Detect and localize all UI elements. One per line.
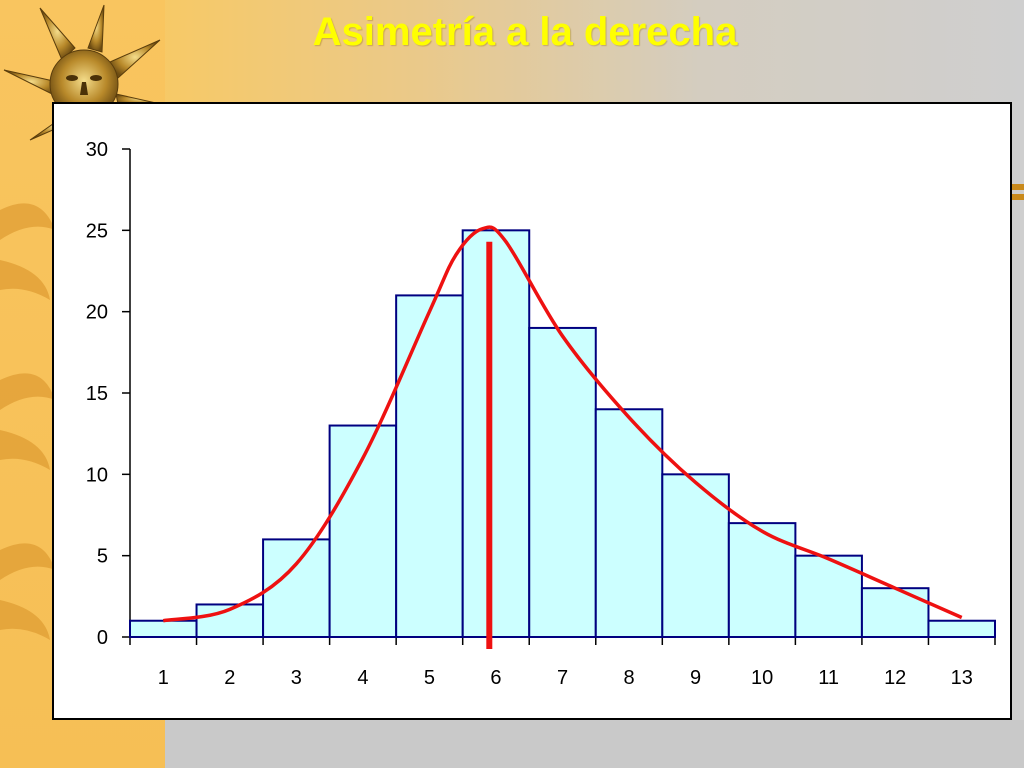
chart-frame: 0 5 10 15 20 25 30 1 2 3 4 5 6 7 8 9 10 11 12 13 [52, 102, 1012, 720]
y-tick-label: 5 [97, 546, 108, 568]
x-tick-label: 12 [884, 667, 906, 689]
bottom-band [165, 720, 1024, 768]
fitted-curve [162, 225, 963, 649]
y-tick-label: 0 [97, 627, 108, 649]
x-axis: 1 2 3 4 5 6 7 8 9 10 11 12 13 [129, 636, 996, 689]
bar [927, 619, 997, 639]
y-tick-label: 20 [86, 302, 108, 324]
x-tick-label: 13 [951, 667, 973, 689]
x-tick-label: 1 [158, 667, 169, 689]
bar [594, 408, 664, 638]
y-axis: 0 5 10 15 20 25 30 [86, 139, 131, 649]
y-tick-label: 10 [86, 464, 108, 486]
x-tick-label: 3 [291, 667, 302, 689]
x-tick-label: 6 [490, 667, 501, 689]
bar [528, 326, 597, 639]
x-tick-label: 9 [690, 667, 701, 689]
x-tick-label: 11 [818, 667, 839, 689]
x-tick-label: 4 [357, 667, 368, 689]
y-tick-label: 25 [86, 220, 108, 242]
x-tick-label: 8 [623, 667, 634, 689]
bar [262, 538, 331, 638]
x-tick-label: 7 [557, 667, 568, 689]
bar [860, 587, 930, 639]
sun-rays-icon [0, 203, 55, 640]
x-tick-label: 2 [224, 667, 235, 689]
ribbon-decoration [1006, 184, 1024, 200]
x-tick-label: 5 [424, 667, 435, 689]
density-curve [162, 225, 963, 623]
y-tick-label: 15 [86, 383, 108, 405]
bar [395, 294, 464, 638]
bar [129, 619, 198, 639]
x-tick-label: 10 [751, 667, 773, 689]
bar [727, 522, 797, 638]
y-tick-label: 30 [86, 139, 108, 161]
slide-title: Asimetría a la derecha [312, 10, 738, 54]
bar [461, 229, 531, 638]
bar [661, 473, 730, 639]
